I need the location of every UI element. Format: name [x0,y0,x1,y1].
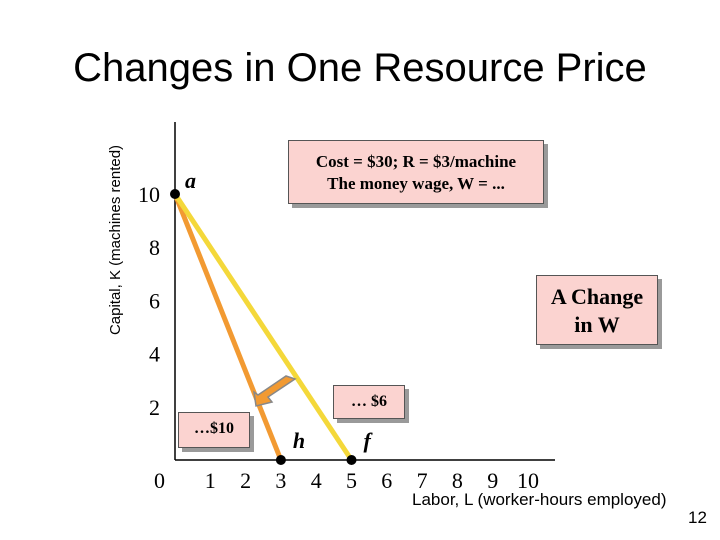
cost-info-line2: The money wage, W = ... [327,174,505,193]
x-tick-label: 2 [240,468,251,493]
x-tick-label: 7 [417,468,428,493]
point-label-f: f [364,428,374,453]
point-h [275,455,286,465]
x-tick-label: 1 [205,468,216,493]
wage-label-10: …$10 [178,412,250,448]
cost-info-line1: Cost = $30; R = $3/machine [315,152,517,171]
x-tick-label: 4 [311,468,322,493]
slide-title: Changes in One Resource Price [73,46,647,90]
point-f [346,455,357,465]
wage-label-6: … $6 [333,385,405,419]
data-points: a h f [170,168,374,465]
cost-info-box: Cost = $30; R = $3/machine The money wag… [288,140,544,204]
x-tick-label: 5 [346,468,357,493]
x-tick-label: 6 [381,468,392,493]
point-label-h: h [293,428,305,453]
page-number: 12 [688,508,707,527]
y-tick-label: 8 [149,235,160,260]
cost-lines [172,192,354,462]
cost-line-w10 [172,193,284,461]
cost-line-w6 [172,192,354,462]
point-label-a: a [185,168,196,193]
y-tick-label: 10 [138,182,160,207]
y-tick-label: 4 [149,342,160,367]
point-a [170,189,180,199]
x-tick-label: 8 [452,468,463,493]
change-box-line2: in W [574,312,620,337]
y-tick-label: 2 [149,395,160,420]
x-tick-label: 10 [517,468,539,493]
x-axis-label: Labor, L (worker-hours employed) [412,490,667,509]
y-tick-label: 6 [149,288,160,313]
x-tick-label: 3 [275,468,286,493]
shift-arrow-icon [253,375,297,407]
change-in-wage-box: A Change in W [536,275,658,345]
shift-arrow-shape [253,375,297,407]
x-tick-label: 9 [487,468,498,493]
change-box-line1: A Change [550,284,644,309]
axes [174,122,555,461]
y-tick-label: 0 [154,468,165,493]
